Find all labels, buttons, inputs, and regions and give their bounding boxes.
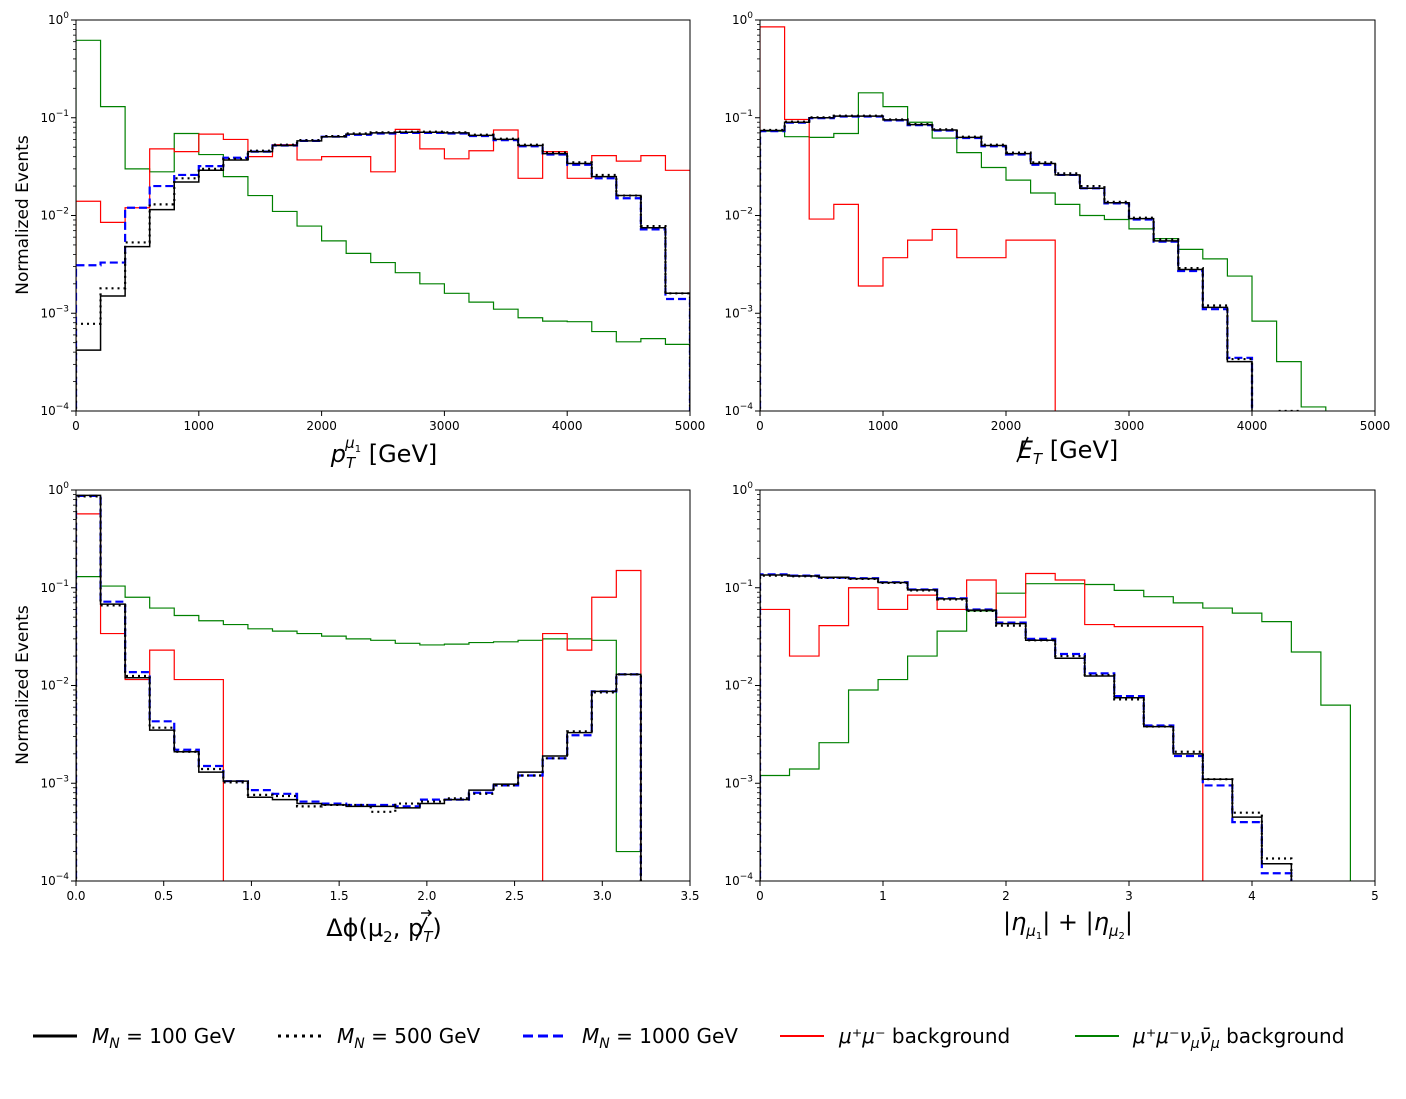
legend: MN = 100 GeV MN = 500 GeV MN = 1000 GeV … bbox=[33, 1024, 1344, 1052]
xtick-label: 1000 bbox=[184, 419, 215, 433]
dphi-arrow bbox=[415, 909, 432, 941]
ytick-label: 10−2 bbox=[724, 207, 753, 223]
legend-item-mn500: MN = 500 GeV bbox=[278, 1024, 481, 1052]
ytick-label: 10−4 bbox=[40, 402, 69, 418]
series-mn500 bbox=[76, 130, 690, 411]
xlabel-dphi: Δϕ(μ2, pT) bbox=[326, 914, 441, 946]
xtick-label: 0 bbox=[756, 419, 764, 433]
series-mumununu bbox=[760, 583, 1351, 881]
xtick-label: 3.0 bbox=[593, 889, 612, 903]
ytick-label: 100 bbox=[732, 481, 753, 497]
xtick-label: 3.5 bbox=[680, 889, 699, 903]
series-mn1000 bbox=[76, 494, 642, 881]
ytick-label: 10−4 bbox=[40, 872, 69, 888]
ylabel-top: Normalized Events bbox=[13, 135, 33, 295]
ytick-label: 100 bbox=[48, 11, 69, 27]
ytick-label: 10−3 bbox=[724, 304, 753, 320]
xtick-label: 5 bbox=[1371, 889, 1379, 903]
series-group bbox=[76, 494, 642, 881]
ytick-label: 10−4 bbox=[724, 872, 753, 888]
plot-frame bbox=[759, 489, 1376, 882]
xtick-label: 5000 bbox=[675, 419, 706, 433]
ytick-label: 10−2 bbox=[40, 207, 69, 223]
xtick-label: 4000 bbox=[1237, 419, 1268, 433]
xlabel-pt: pTμ1 [GeV] bbox=[330, 434, 437, 472]
xtick-label: 2 bbox=[1002, 889, 1010, 903]
panel-3: 10−4 10−3 10−2 10−1 100 0 1 2 3 4 5 bbox=[724, 481, 1378, 903]
xtick-label: 4000 bbox=[552, 419, 583, 433]
series-mn500 bbox=[76, 495, 642, 881]
xtick-label: 2.5 bbox=[505, 889, 524, 903]
xtick-label: 1 bbox=[879, 889, 887, 903]
ytick-label: 100 bbox=[48, 481, 69, 497]
series-mumu bbox=[76, 128, 690, 411]
xtick-label: 5000 bbox=[1360, 419, 1391, 433]
xtick-label: 0 bbox=[72, 419, 80, 433]
legend-item-mumununu: μ⁺μ⁻νμν̄μ background bbox=[1075, 1024, 1344, 1052]
xtick-label: 2.0 bbox=[417, 889, 436, 903]
ytick-label: 10−4 bbox=[724, 402, 753, 418]
series-mn100 bbox=[76, 131, 690, 411]
ytick-label: 10−1 bbox=[724, 109, 753, 125]
svg-text:MN = 100 GeV: MN = 100 GeV bbox=[92, 1024, 236, 1052]
xtick-label: 3000 bbox=[429, 419, 460, 433]
series-mumununu bbox=[76, 39, 690, 411]
ylabel-bottom: Normalized Events bbox=[13, 605, 33, 765]
svg-text:μ⁺μ⁻ background: μ⁺μ⁻ background bbox=[838, 1024, 1010, 1048]
svg-text:MN = 500 GeV: MN = 500 GeV bbox=[337, 1024, 481, 1052]
legend-item-mumu: μ⁺μ⁻ background bbox=[780, 1024, 1010, 1048]
ytick-label: 10−1 bbox=[40, 579, 69, 595]
xtick-label: 0 bbox=[756, 889, 764, 903]
ytick-label: 10−3 bbox=[724, 774, 753, 790]
legend-item-mn1000: MN = 1000 GeV bbox=[523, 1024, 738, 1052]
ytick-label: 100 bbox=[732, 11, 753, 27]
xtick-label: 0.0 bbox=[66, 889, 85, 903]
series-group bbox=[760, 572, 1351, 881]
plot-frame bbox=[75, 19, 691, 412]
ytick-label: 10−1 bbox=[724, 579, 753, 595]
series-mumu bbox=[76, 513, 642, 881]
svg-text:MN = 1000 GeV: MN = 1000 GeV bbox=[582, 1024, 738, 1052]
plot-frame bbox=[75, 489, 691, 882]
xtick-label: 0.5 bbox=[154, 889, 173, 903]
series-group bbox=[760, 26, 1327, 411]
legend-item-mn100: MN = 100 GeV bbox=[33, 1024, 236, 1052]
series-mn500 bbox=[760, 114, 1303, 411]
plot-frame bbox=[759, 19, 1376, 412]
series-group bbox=[76, 39, 690, 411]
series-mn100 bbox=[76, 494, 642, 881]
series-mumu bbox=[760, 26, 1056, 411]
ytick-label: 10−2 bbox=[40, 677, 69, 693]
series-mumununu bbox=[76, 576, 642, 881]
xtick-label: 1.5 bbox=[330, 889, 349, 903]
svg-text:μ⁺μ⁻νμν̄μ background: μ⁺μ⁻νμν̄μ background bbox=[1132, 1024, 1344, 1052]
ytick-label: 10−2 bbox=[724, 677, 753, 693]
met-slash bbox=[1016, 436, 1029, 463]
xtick-label: 1.0 bbox=[242, 889, 261, 903]
xtick-label: 2000 bbox=[991, 419, 1022, 433]
xtick-label: 3000 bbox=[1114, 419, 1145, 433]
series-mn100 bbox=[760, 574, 1293, 881]
ytick-label: 10−3 bbox=[40, 774, 69, 790]
series-mumununu bbox=[760, 92, 1327, 411]
panel-2: 10−4 10−3 10−2 10−1 100 0.0 0.5 1.0 1.5 2.0 2.5 3.0… bbox=[40, 481, 699, 903]
ytick-label: 10−3 bbox=[40, 304, 69, 320]
series-mn1000 bbox=[760, 115, 1254, 411]
xtick-label: 2000 bbox=[306, 419, 337, 433]
xlabel-met: ET [GeV] bbox=[1018, 436, 1118, 468]
series-mn100 bbox=[760, 115, 1253, 411]
xtick-label: 4 bbox=[1248, 889, 1256, 903]
xtick-label: 3 bbox=[1125, 889, 1133, 903]
ytick-label: 10−1 bbox=[40, 109, 69, 125]
xlabel-eta: |ημ1| + |ημ2| bbox=[1003, 908, 1133, 942]
xtick-label: 1000 bbox=[868, 419, 899, 433]
